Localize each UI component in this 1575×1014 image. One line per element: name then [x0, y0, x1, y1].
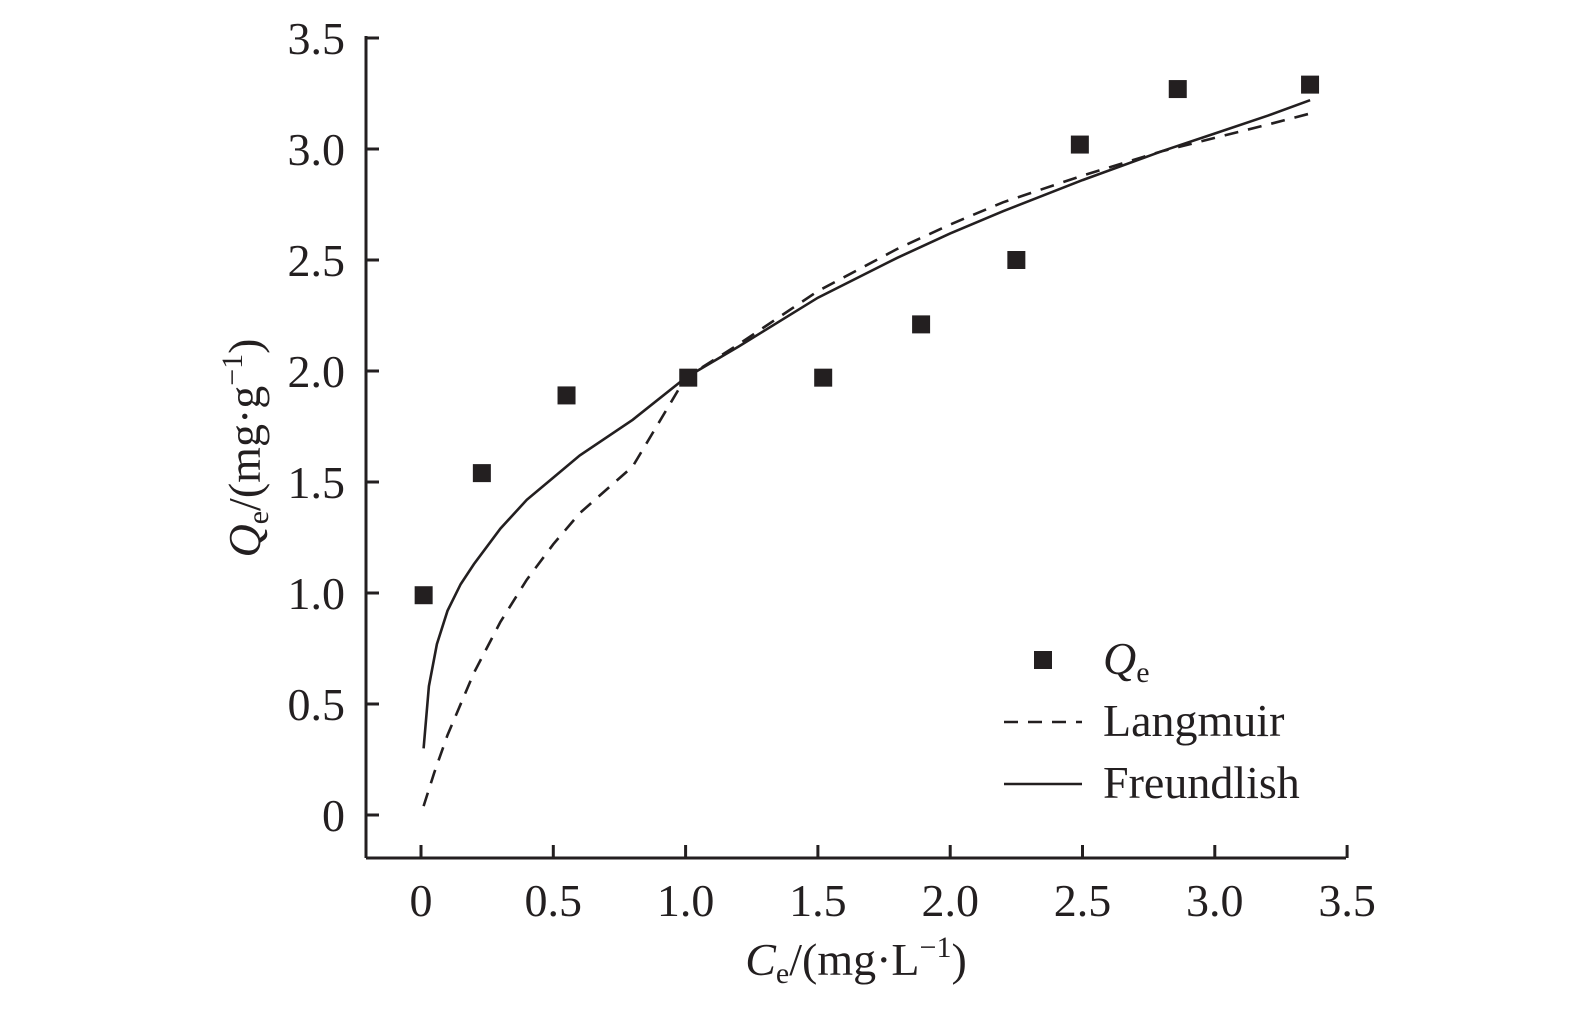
x-axis-title-subscript: e — [776, 957, 789, 990]
y-axis-title-unit-sup: −1 — [216, 354, 249, 386]
legend-label-freundlish: Freundlish — [1103, 757, 1300, 808]
y-tick-label: 3.5 — [288, 13, 346, 64]
data-point-qe — [414, 586, 433, 605]
x-tick-label: 0.5 — [525, 875, 583, 926]
data-point-qe — [472, 464, 491, 483]
x-tick-label: 1.5 — [789, 875, 847, 926]
data-point-qe — [814, 368, 833, 387]
y-axis-title-unit-close: ) — [219, 338, 270, 353]
x-axis-title-unit-sup: −1 — [920, 931, 952, 964]
x-axis-title: Ce/(mg·L−1) — [745, 931, 967, 990]
legend-label-qe-subscript: e — [1136, 656, 1149, 689]
data-point-qe — [1168, 80, 1187, 99]
x-tick-label: 2.5 — [1054, 875, 1112, 926]
y-axis-title-unit: /(mg·g — [219, 386, 270, 511]
x-tick-label: 3.0 — [1186, 875, 1244, 926]
axes — [364, 36, 1346, 860]
data-point-qe — [1301, 75, 1320, 94]
legend-label-qe: Qe — [1103, 633, 1150, 689]
y-tick-label: 2.5 — [288, 235, 346, 286]
data-point-qe — [1007, 251, 1026, 269]
y-axis-title: Qe/(mg·g−1) — [216, 338, 275, 557]
y-tick-label: 1.5 — [288, 457, 346, 508]
legend-label-langmuir: Langmuir — [1103, 695, 1284, 746]
x-tick-label: 2.0 — [921, 875, 979, 926]
data-points — [414, 75, 1320, 605]
x-axis-title-symbol: C — [745, 934, 777, 985]
x-tick-label: 3.5 — [1318, 875, 1376, 926]
ticks: 0 0.5 1.0 1.5 2.0 2.5 3.0 3.5 0 0.5 1.0 1.5 2.0 2.5 3.… — [288, 13, 1376, 926]
data-point-qe — [1070, 135, 1089, 154]
legend-marker-qe — [1034, 651, 1052, 669]
y-tick-label: 0 — [322, 790, 345, 841]
series-line-freundlish — [422, 98, 1311, 749]
y-tick-label: 1.0 — [288, 568, 346, 619]
x-axis-title-unit-close: ) — [951, 934, 966, 985]
y-axis-title-subscript: e — [242, 511, 275, 524]
x-tick-label: 1.0 — [657, 875, 715, 926]
y-tick-label: 0.5 — [288, 679, 346, 730]
data-point-qe — [679, 368, 698, 387]
legend: Qe Langmuir Freundlish — [1004, 633, 1300, 808]
data-point-qe — [557, 386, 576, 405]
legend-label-qe-symbol: Q — [1103, 633, 1136, 684]
y-tick-label: 3.0 — [288, 124, 346, 175]
x-tick-label: 0 — [410, 875, 433, 926]
y-axis-title-symbol: Q — [219, 524, 270, 557]
fit-curves — [422, 98, 1311, 807]
data-point-qe — [912, 315, 931, 334]
y-tick-label: 2.0 — [288, 346, 346, 397]
x-axis-title-unit: /(mg·L — [789, 934, 919, 985]
